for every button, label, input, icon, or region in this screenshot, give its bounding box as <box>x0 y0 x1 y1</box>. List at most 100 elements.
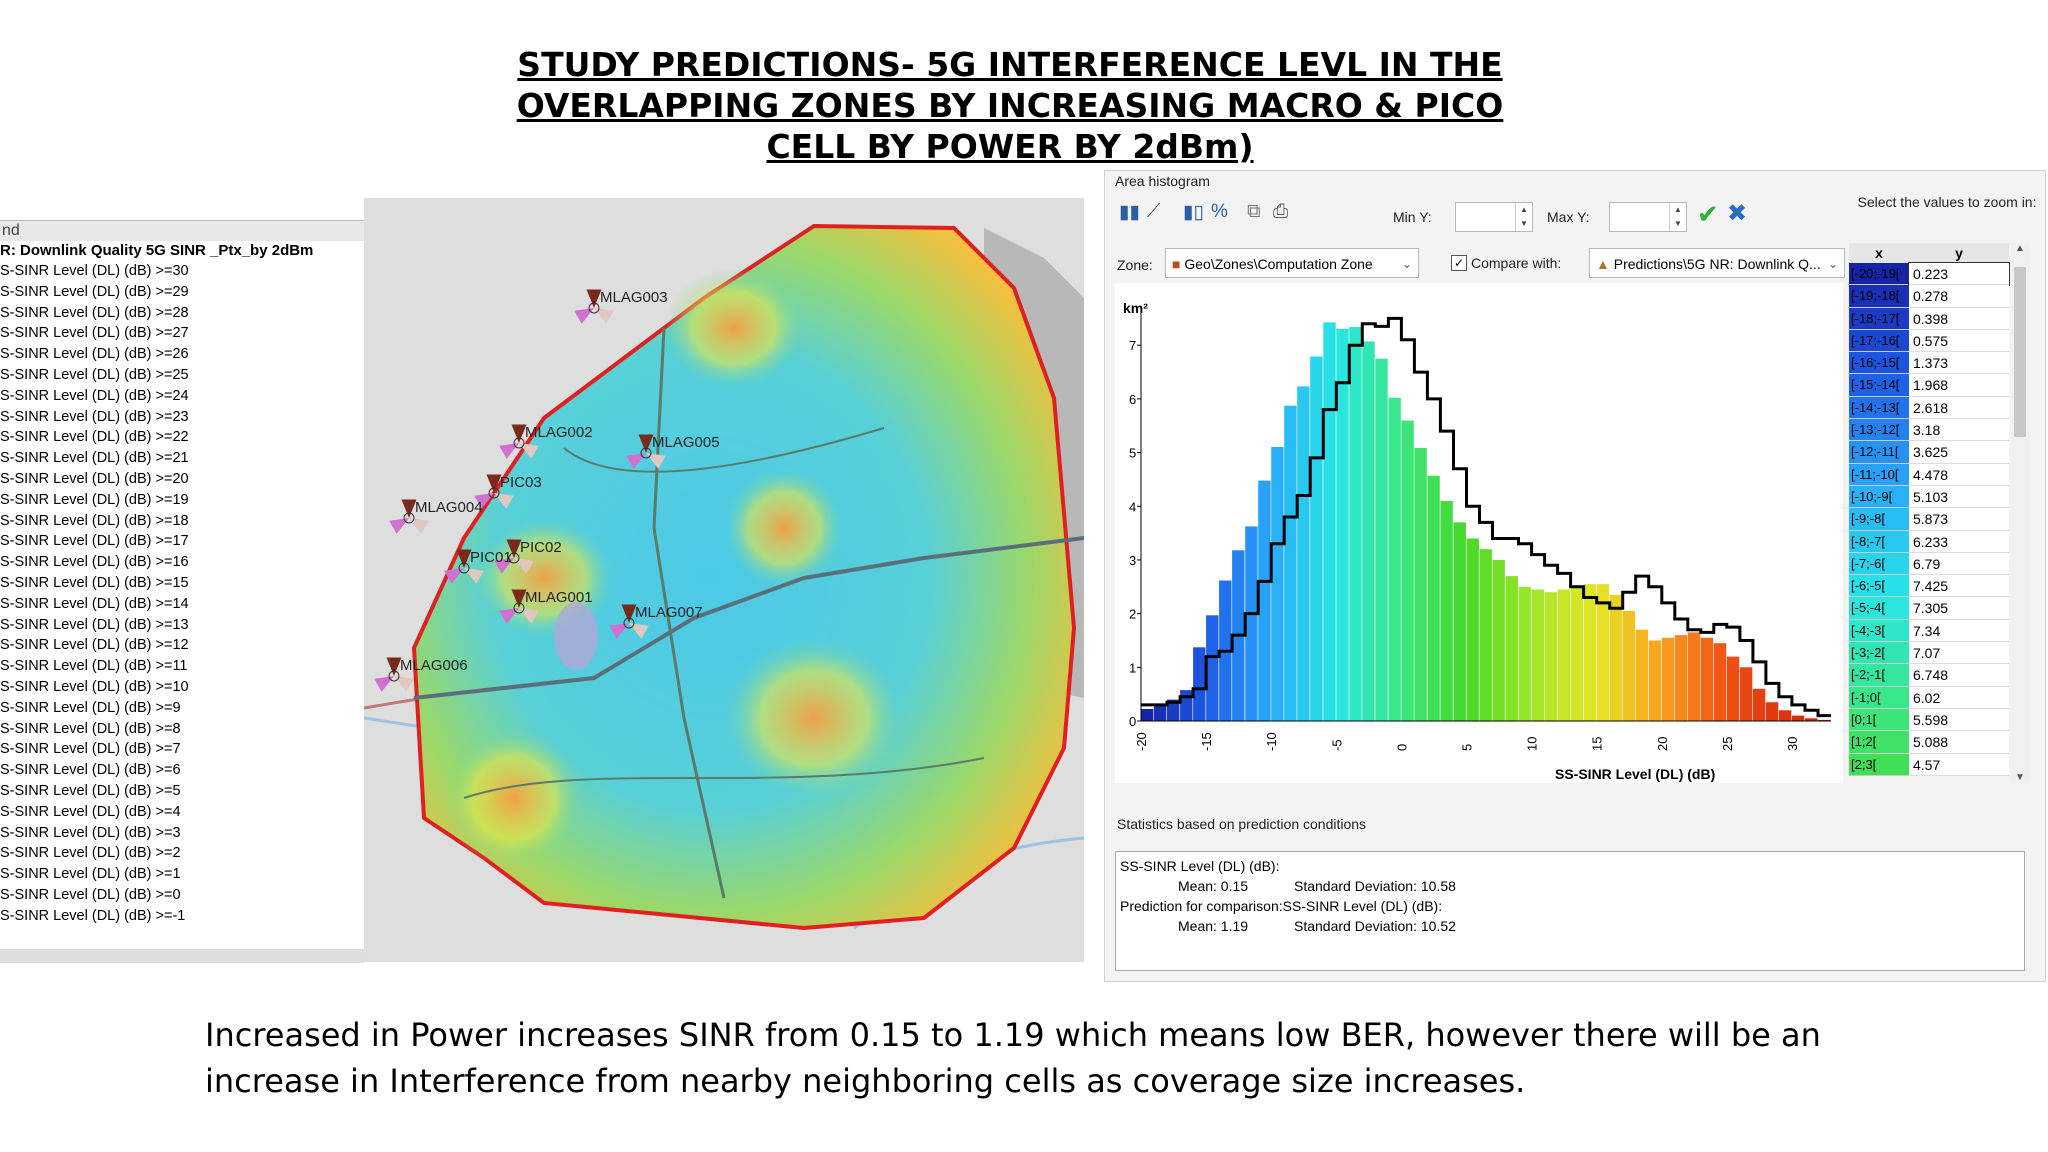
table-row[interactable]: [-20;-19[0.223 <box>1849 261 2010 287</box>
scroll-thumb[interactable] <box>2014 267 2026 437</box>
copy-icon[interactable]: ⧉ <box>1247 201 1261 222</box>
percent-icon[interactable]: % <box>1211 201 1228 222</box>
histogram-bar[interactable] <box>1661 637 1675 721</box>
table-row[interactable]: [-1;0[6.02 <box>1849 686 2009 709</box>
table-row[interactable]: [-3;-2[7.07 <box>1849 642 2009 665</box>
histogram-bar[interactable] <box>1531 589 1544 722</box>
histogram-bar[interactable] <box>1258 480 1271 721</box>
histogram-bar[interactable] <box>1310 356 1323 722</box>
histogram-bar[interactable] <box>1193 647 1206 721</box>
compare-checkbox[interactable]: ✓ <box>1451 255 1467 271</box>
histogram-bar[interactable] <box>1505 576 1518 721</box>
histogram-bar[interactable] <box>1596 584 1610 721</box>
legend-scrollbar[interactable] <box>0 949 364 963</box>
compare-select[interactable]: ▲ Predictions\5G NR: Downlink Q... ⌄ <box>1589 248 1845 278</box>
table-row[interactable]: [-16;-15[1.373 <box>1849 352 2009 375</box>
zone-select[interactable]: ■ Geo\Zones\Computation Zone ⌄ <box>1165 248 1419 278</box>
site-marker[interactable]: PIC01 <box>444 549 512 584</box>
table-row[interactable]: [-5;-4[7.305 <box>1849 597 2009 620</box>
site-marker[interactable]: MLAG005 <box>626 434 720 469</box>
line-chart-icon[interactable]: ⟋ <box>1147 201 1161 222</box>
histogram-bar[interactable] <box>1336 328 1349 721</box>
histogram-bar[interactable] <box>1791 715 1805 721</box>
histogram-bar[interactable] <box>1362 341 1375 722</box>
histogram-bar[interactable] <box>1466 538 1479 722</box>
table-row[interactable]: [-4;-3[7.34 <box>1849 619 2009 643</box>
site-marker[interactable]: MLAG006 <box>374 657 468 692</box>
table-row[interactable]: [-17;-16[0.575 <box>1849 329 2009 353</box>
histogram-bar[interactable] <box>1427 475 1440 721</box>
table-row[interactable]: [-7;-6[6.79 <box>1849 552 2009 576</box>
site-marker[interactable]: MLAG007 <box>609 604 703 639</box>
histogram-bar[interactable] <box>1492 559 1505 721</box>
values-table[interactable]: x y [-20;-19[0.223 [-19;-18[0.278 [-18;-17… <box>1849 243 2010 776</box>
histogram-bar[interactable] <box>1323 322 1336 721</box>
bar-chart-icon[interactable]: ▮▮ <box>1119 202 1140 223</box>
site-marker[interactable]: MLAG003 <box>574 289 668 324</box>
histogram-bar[interactable] <box>1544 592 1557 721</box>
histogram-bar[interactable] <box>1414 447 1427 721</box>
table-row[interactable]: [-11;-10[4.478 <box>1849 463 2009 486</box>
histogram-bar[interactable] <box>1401 420 1414 722</box>
table-row[interactable]: [0;1[5.598 <box>1849 708 2009 732</box>
histogram-bar[interactable] <box>1752 688 1766 721</box>
min-y-spinner[interactable]: ▲ ▼ <box>1515 203 1532 231</box>
site-marker[interactable]: MLAG004 <box>389 499 483 534</box>
table-row[interactable]: [-15;-14[1.968 <box>1849 374 2009 397</box>
table-row[interactable]: [-13;-12[3.18 <box>1849 419 2009 442</box>
max-y-spinner[interactable]: ▲ ▼ <box>1669 203 1686 231</box>
histogram-bar[interactable] <box>1648 640 1662 722</box>
histogram-bar[interactable] <box>1453 522 1466 721</box>
cancel-icon[interactable]: ✖ <box>1727 200 1748 227</box>
site-marker[interactable]: MLAG002 <box>499 424 593 459</box>
histogram-bar[interactable] <box>1349 327 1362 721</box>
histogram-bar[interactable] <box>1206 615 1219 721</box>
coverage-map[interactable]: MLAG003 MLAG002 MLAG005 PIC03 MLAG004 PIC02 PI… <box>364 198 1084 962</box>
scroll-down-icon[interactable]: ▼ <box>2015 772 2025 783</box>
table-row[interactable]: [-10;-9[5.103 <box>1849 485 2009 509</box>
histogram-bar[interactable] <box>1635 629 1649 721</box>
histogram-bar[interactable] <box>1284 405 1297 721</box>
site-marker[interactable]: MLAG001 <box>499 589 593 624</box>
histogram-bar[interactable] <box>1726 656 1740 721</box>
table-row[interactable]: [-8;-7[6.233 <box>1849 530 2009 553</box>
cumulative-icon[interactable]: ▮▯ <box>1183 202 1204 223</box>
histogram-bar[interactable] <box>1518 586 1531 721</box>
histogram-bar[interactable] <box>1271 447 1284 721</box>
print-icon[interactable]: ⎙ <box>1273 201 1289 222</box>
histogram-bar[interactable] <box>1805 718 1818 721</box>
histogram-bar[interactable] <box>1674 635 1688 721</box>
table-row[interactable]: [-14;-13[2.618 <box>1849 396 2009 420</box>
histogram-bar[interactable] <box>1297 386 1310 721</box>
histogram-bar[interactable] <box>1245 526 1258 721</box>
table-row[interactable]: [-12;-11[3.625 <box>1849 441 2009 464</box>
histogram-bar[interactable] <box>1713 643 1727 721</box>
min-y-input[interactable]: ▲ ▼ <box>1455 202 1533 232</box>
histogram-bar[interactable] <box>1141 709 1154 721</box>
table-row[interactable]: [-6;-5[7.425 <box>1849 575 2009 598</box>
histogram-bar[interactable] <box>1154 706 1167 721</box>
histogram-bar[interactable] <box>1687 632 1701 721</box>
table-row[interactable]: [-9;-8[5.873 <box>1849 508 2009 531</box>
site-marker[interactable]: PIC02 <box>494 539 562 574</box>
histogram-bar[interactable] <box>1388 397 1401 721</box>
table-row[interactable]: [-2;-1[6.748 <box>1849 664 2009 687</box>
histogram-bar[interactable] <box>1765 702 1779 721</box>
histogram-bar[interactable] <box>1440 500 1453 721</box>
histogram-bar[interactable] <box>1622 610 1636 721</box>
histogram-bar[interactable] <box>1167 699 1180 721</box>
table-row[interactable]: [2;3[4.57 <box>1849 753 2009 776</box>
histogram-bar[interactable] <box>1180 690 1193 721</box>
table-row[interactable]: [-19;-18[0.278 <box>1849 285 2009 308</box>
histogram-bar[interactable] <box>1557 589 1570 722</box>
histogram-bar[interactable] <box>1570 586 1583 721</box>
histogram-bar[interactable] <box>1479 549 1492 721</box>
apply-icon[interactable]: ✔ <box>1697 199 1719 229</box>
site-marker[interactable]: PIC03 <box>474 474 542 509</box>
histogram-bar[interactable] <box>1583 584 1596 721</box>
histogram-bar[interactable] <box>1609 594 1623 721</box>
histogram-bar[interactable] <box>1375 358 1388 721</box>
table-scrollbar[interactable]: ▲ ▼ <box>2011 243 2029 783</box>
histogram-bar[interactable] <box>1739 667 1753 721</box>
histogram-bar[interactable] <box>1700 637 1714 721</box>
